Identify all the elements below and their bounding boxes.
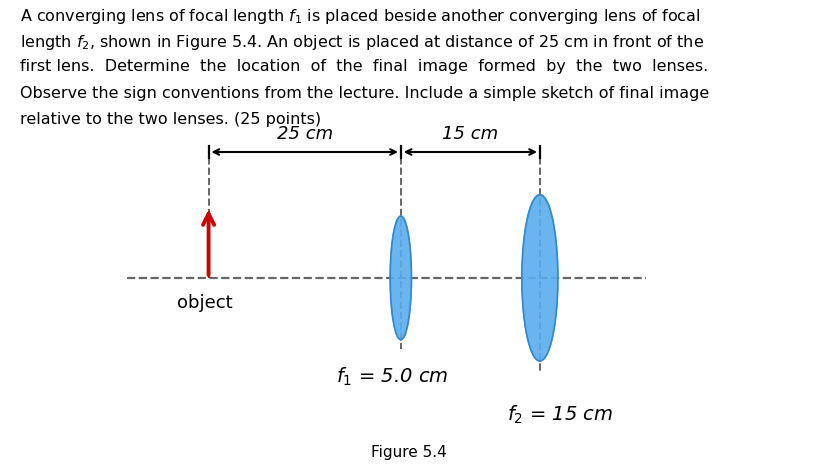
Text: 15 cm: 15 cm [443,125,498,143]
Text: A converging lens of focal length $f_1$ is placed beside another converging lens: A converging lens of focal length $f_1$ … [20,7,701,26]
Text: $f_2$ = 15 cm: $f_2$ = 15 cm [507,404,614,426]
Text: length $f_2$, shown in Figure 5.4. An object is placed at distance of 25 cm in f: length $f_2$, shown in Figure 5.4. An ob… [20,33,704,52]
Text: relative to the two lenses. (25 points): relative to the two lenses. (25 points) [20,112,321,127]
Text: Figure 5.4: Figure 5.4 [371,445,447,460]
Text: object: object [177,294,232,313]
Text: first lens.  Determine  the  location  of  the  final  image  formed  by  the  t: first lens. Determine the location of th… [20,59,708,75]
Polygon shape [522,195,558,361]
Text: 25 cm: 25 cm [276,125,333,143]
Text: $f_1$ = 5.0 cm: $f_1$ = 5.0 cm [336,366,449,388]
Polygon shape [390,216,411,340]
Text: Observe the sign conventions from the lecture. Include a simple sketch of final : Observe the sign conventions from the le… [20,86,710,101]
